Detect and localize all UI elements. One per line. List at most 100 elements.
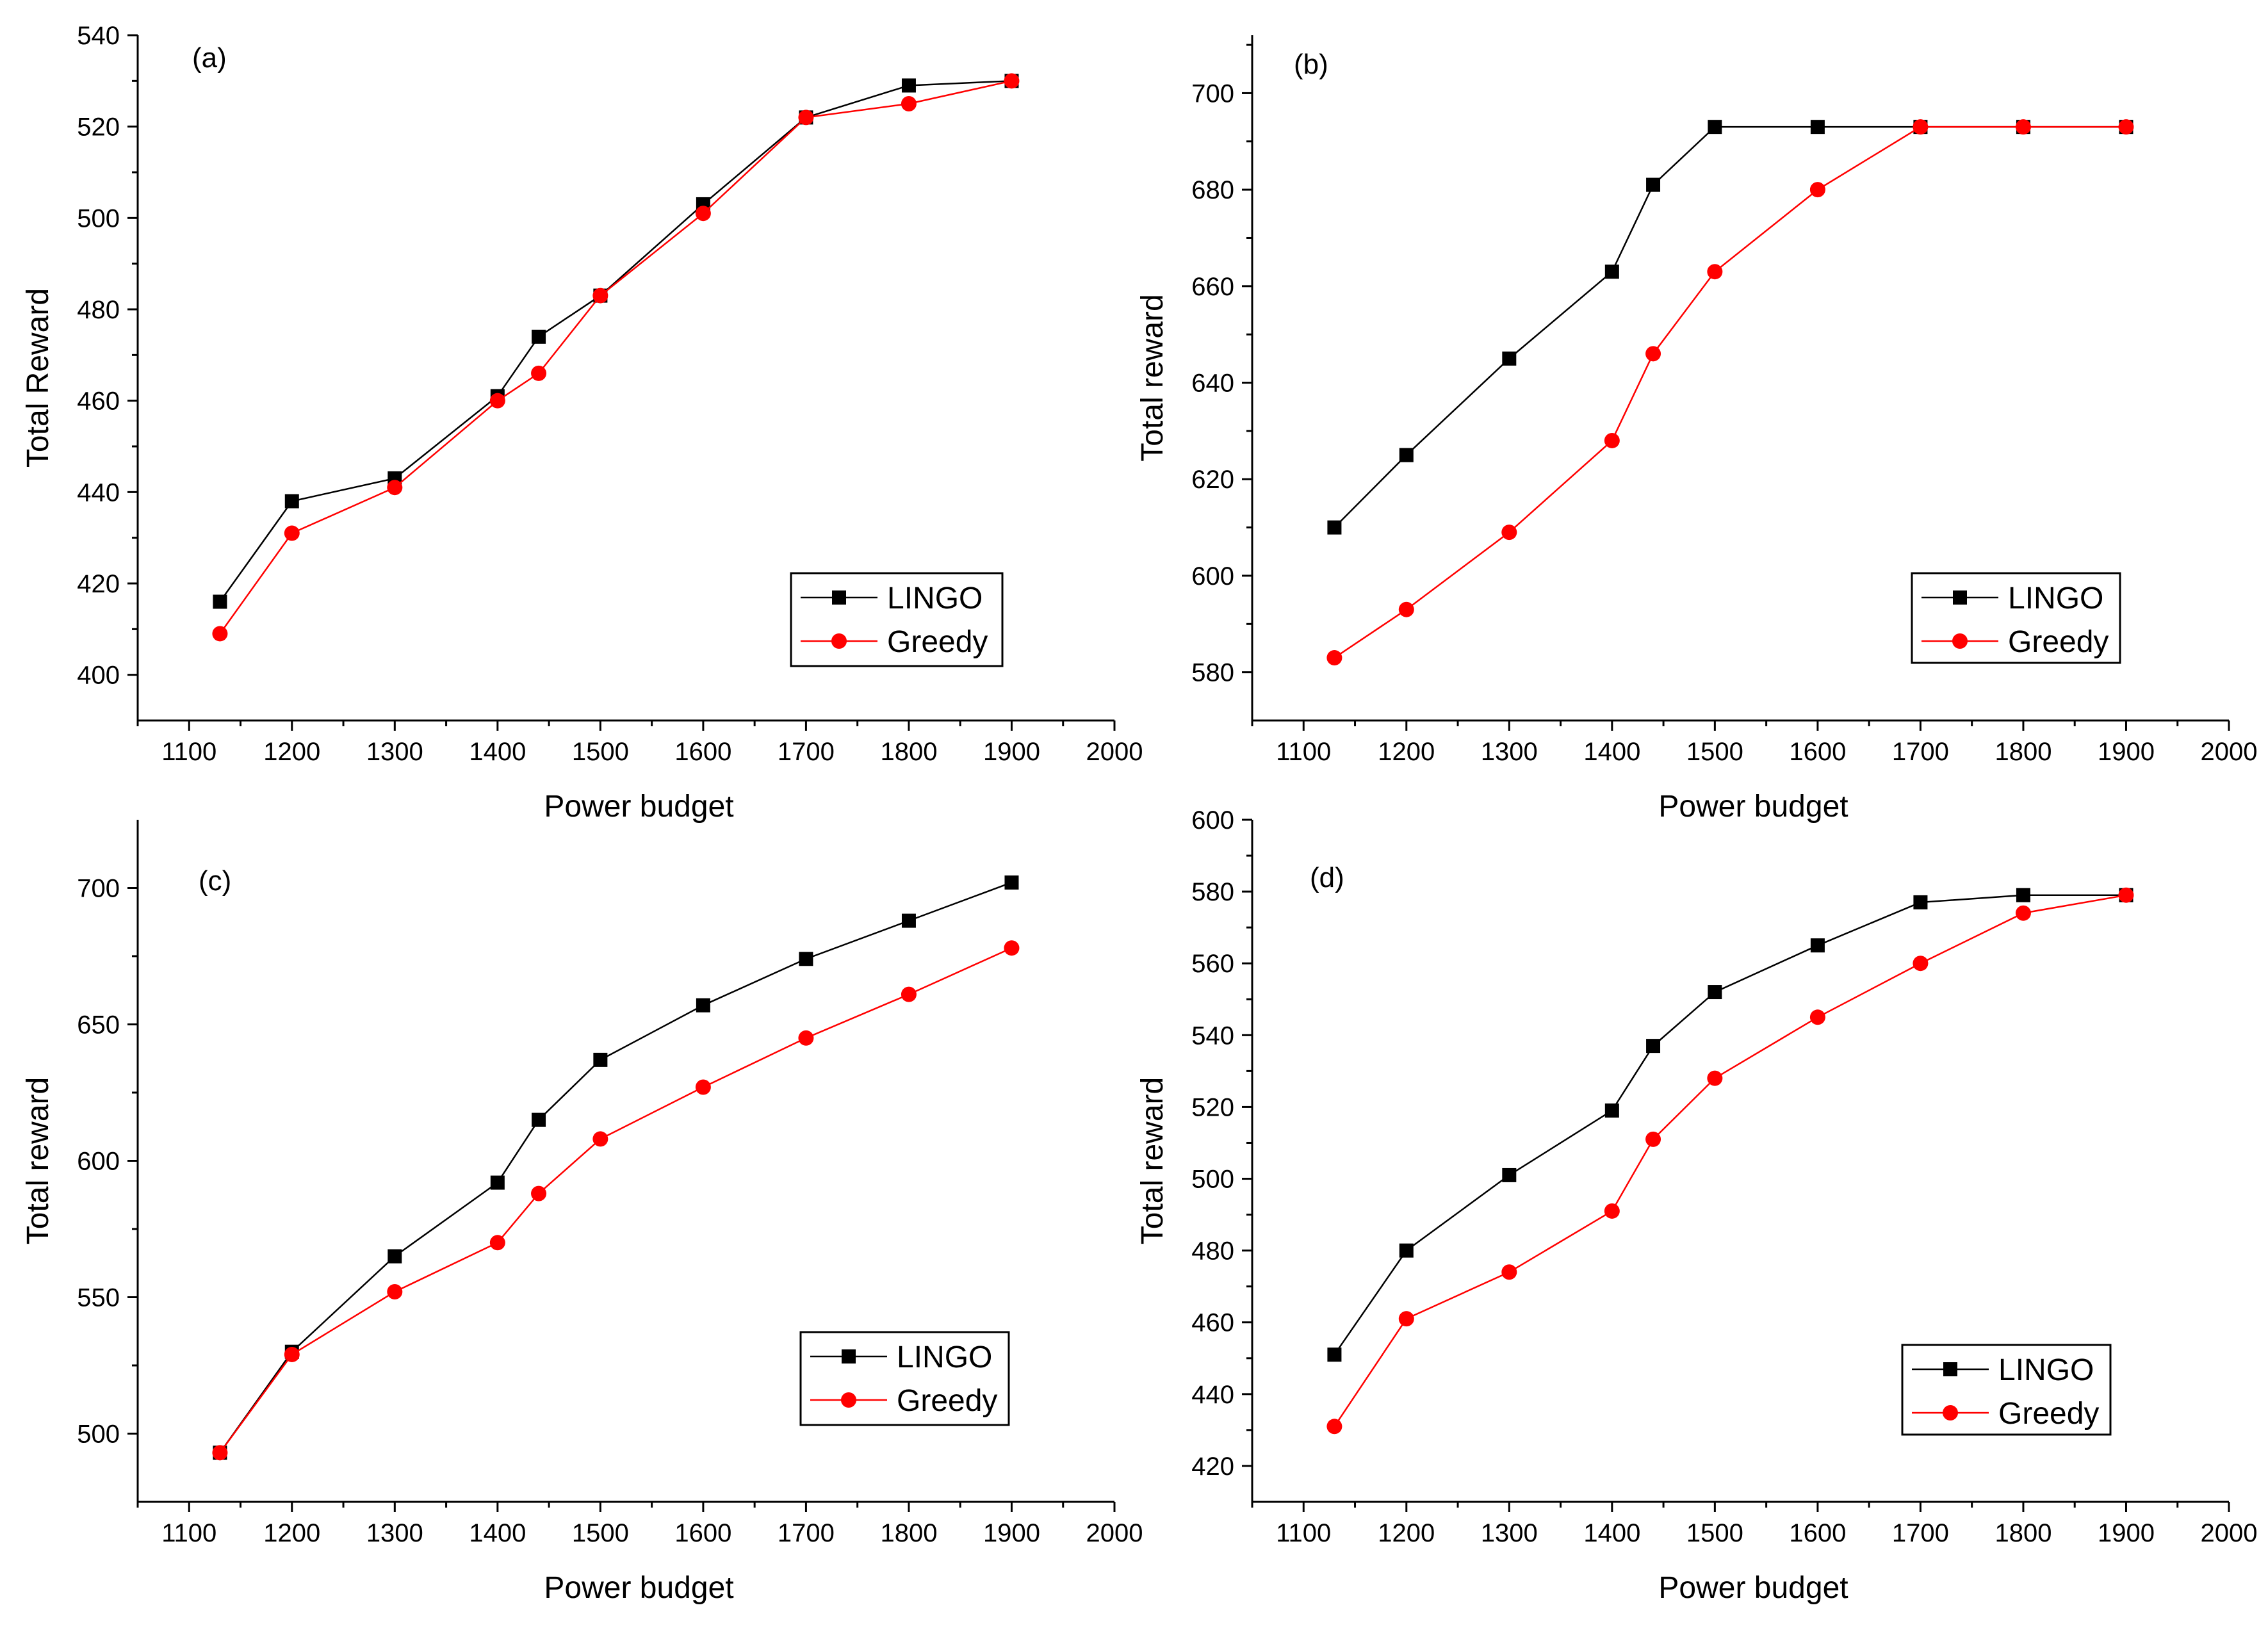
x-tick-label: 1300 (1481, 1519, 1538, 1547)
y-tick-label: 680 (1191, 176, 1234, 204)
y-tick-label: 580 (1191, 878, 1234, 906)
legend-box (1901, 1344, 2112, 1436)
legend-label-greedy: Greedy (897, 1384, 997, 1418)
x-tick-label: 1400 (469, 1519, 526, 1547)
data-point-lingo (1399, 1243, 1414, 1258)
data-point-greedy (1604, 1203, 1620, 1219)
y-tick-label: 600 (1191, 806, 1234, 834)
y-tick-label: 620 (1191, 466, 1234, 494)
y-tick-label: 480 (1191, 1237, 1234, 1266)
data-point-greedy (284, 1346, 300, 1362)
legend-marker-greedy (1952, 633, 1968, 649)
x-tick-label: 1300 (1481, 738, 1538, 766)
x-tick-label: 1700 (1892, 1519, 1949, 1547)
x-tick-label: 1500 (1686, 738, 1743, 766)
x-tick-label: 1400 (1583, 738, 1640, 766)
data-point-lingo (1604, 1103, 1619, 1118)
data-point-greedy (695, 1079, 711, 1095)
data-point-lingo (532, 329, 546, 344)
legend-label-greedy: Greedy (2008, 625, 2109, 659)
data-point-greedy (1398, 601, 1414, 617)
legend: LINGO Greedy (1911, 572, 2121, 664)
x-tick-label: 1500 (572, 738, 629, 766)
x-tick-label: 1800 (880, 1519, 937, 1547)
x-tick-label: 1200 (1378, 1519, 1435, 1547)
data-point-greedy (592, 288, 608, 304)
legend-marker-lingo (832, 590, 846, 605)
data-point-greedy (1707, 1070, 1723, 1086)
data-point-greedy (1913, 119, 1929, 135)
panel-label: (b) (1294, 49, 1328, 80)
data-point-greedy (1004, 940, 1020, 956)
x-tick-label: 1300 (366, 738, 423, 766)
legend-label-lingo: LINGO (2008, 582, 2103, 615)
panel-label: (a) (192, 42, 227, 74)
y-tick-label: 660 (1191, 273, 1234, 301)
x-tick-label: 2000 (1086, 738, 1143, 766)
x-axis-title: Power budget (544, 790, 733, 824)
y-tick-label: 640 (1191, 370, 1234, 398)
y-tick-label: 500 (77, 204, 120, 232)
data-point-lingo (213, 594, 227, 609)
x-tick-label: 1500 (1686, 1519, 1743, 1547)
data-point-greedy (531, 1185, 547, 1201)
data-point-greedy (1809, 182, 1825, 198)
y-tick-label: 600 (77, 1148, 120, 1176)
panel-label: (c) (199, 865, 231, 897)
series-line-lingo (1334, 126, 2126, 528)
y-tick-label: 700 (1191, 79, 1234, 108)
x-tick-label: 1600 (1789, 738, 1846, 766)
y-tick-label: 460 (1191, 1309, 1234, 1337)
y-axis-title: Total reward (1136, 294, 1170, 461)
data-point-lingo (1810, 120, 1825, 134)
x-tick-label: 2000 (1086, 1519, 1143, 1547)
chart-panel-0: 1100 1200 1300 1400 1500 1600 1700 1800 1900 2000… (21, 22, 1143, 824)
data-point-greedy (212, 626, 228, 642)
x-tick-label: 1900 (2098, 1519, 2155, 1547)
data-point-greedy (531, 365, 547, 381)
y-tick-label: 650 (77, 1011, 120, 1039)
data-point-greedy (1501, 525, 1517, 541)
x-tick-label: 1800 (1995, 738, 2052, 766)
data-point-lingo (1327, 1347, 1342, 1362)
legend-label-lingo: LINGO (897, 1340, 992, 1374)
x-tick-label: 1900 (983, 1519, 1040, 1547)
x-tick-label: 1400 (469, 738, 526, 766)
legend: LINGO Greedy (790, 572, 1004, 667)
data-point-greedy (489, 1235, 505, 1251)
legend-label-greedy: Greedy (1998, 1397, 2099, 1431)
data-point-lingo (1646, 177, 1661, 192)
data-point-greedy (1645, 1131, 1661, 1147)
data-point-greedy (1809, 1009, 1825, 1025)
data-point-lingo (1913, 895, 1928, 909)
y-axis-title: Total reward (21, 1077, 55, 1244)
x-tick-label: 1600 (674, 1519, 731, 1547)
legend-marker-greedy (1943, 1405, 1958, 1420)
legend-marker-lingo (842, 1349, 856, 1363)
y-tick-label: 540 (77, 22, 120, 50)
data-point-greedy (1604, 432, 1620, 448)
data-point-lingo (799, 952, 813, 966)
data-point-greedy (1501, 1264, 1517, 1280)
y-tick-label: 700 (77, 875, 120, 903)
data-point-lingo (901, 913, 916, 928)
series-line-greedy (219, 80, 1012, 635)
x-tick-label: 1100 (161, 738, 216, 766)
y-tick-label: 600 (1191, 562, 1234, 590)
data-point-lingo (1708, 985, 1722, 1000)
x-tick-label: 2000 (2201, 738, 2258, 766)
series-line-lingo (1334, 894, 2126, 1355)
x-tick-label: 1700 (778, 1519, 835, 1547)
x-axis-title: Power budget (1658, 790, 1848, 824)
data-point-lingo (1646, 1039, 1661, 1054)
data-point-greedy (592, 1131, 608, 1147)
legend: LINGO Greedy (1901, 1344, 2112, 1436)
legend-marker-greedy (841, 1392, 856, 1408)
data-point-greedy (2015, 905, 2031, 921)
legend-marker-greedy (831, 633, 847, 649)
chart-panel-1: 1100 1200 1300 1400 1500 1600 1700 1800 1900 2000… (1136, 35, 2257, 824)
x-tick-label: 1400 (1583, 1519, 1640, 1547)
y-tick-label: 500 (77, 1420, 120, 1449)
data-point-lingo (388, 1249, 402, 1264)
